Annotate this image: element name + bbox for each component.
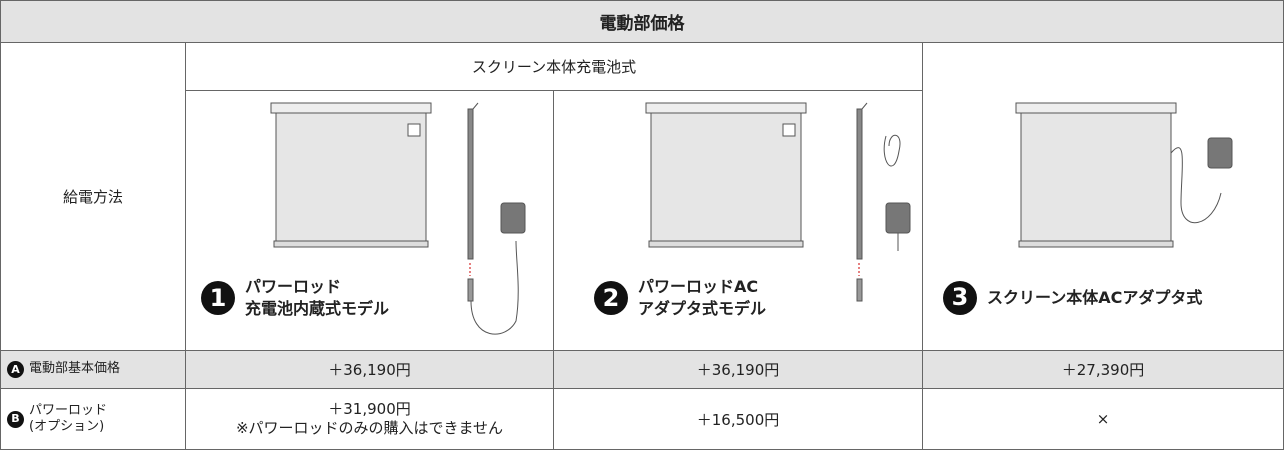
price-cell: × [922, 388, 1284, 450]
option-number: 1 [201, 281, 235, 316]
price: ＋16,500円 [696, 410, 780, 429]
option-label: 1 パワーロッド充電池内蔵式モデル [201, 276, 389, 321]
option-line: 充電池内蔵式モデル [245, 299, 390, 319]
price-cell: ＋31,900円 ※パワーロッドのみの購入はできません [185, 388, 554, 450]
price-cell: ＋16,500円 [553, 388, 923, 450]
price: ＋31,900円 [328, 399, 411, 418]
illustration [270, 102, 526, 335]
row-badge: B [7, 410, 24, 428]
table-title: 電動部価格 [0, 0, 1284, 43]
option-line: パワーロッド [245, 277, 342, 296]
group-header: スクリーン本体充電池式 [471, 58, 637, 76]
option-label: 2 パワーロッドAC アダプタ式モデル [594, 276, 766, 321]
price-cell: ＋27,390円 [922, 350, 1284, 389]
row-label: パワーロッド [29, 402, 108, 418]
option-number: 2 [594, 281, 628, 316]
option-number: 3 [943, 281, 977, 315]
option-line: パワーロッドAC [638, 277, 759, 296]
option-cell: 1 パワーロッド充電池内蔵式モデル [185, 90, 554, 351]
group-header-cell: スクリーン本体充電池式 [185, 42, 923, 91]
illustration [645, 102, 911, 302]
price: ＋36,190円 [696, 361, 780, 379]
row-badge: A [7, 361, 24, 378]
price-cell: ＋36,190円 [553, 350, 923, 389]
note: ※パワーロッドのみの購入はできません [235, 419, 504, 437]
price: ＋27,390円 [1061, 361, 1145, 379]
row-header-cell: 給電方法 [0, 42, 186, 351]
option-cell: 3 スクリーン本体ACアダプタ式 [922, 42, 1284, 351]
option-label: 3 スクリーン本体ACアダプタ式 [943, 281, 1202, 315]
illustration [1015, 102, 1233, 248]
row-label: (オプション) [29, 419, 105, 434]
row-label-cell: B パワーロッド (オプション) [0, 388, 186, 450]
row-header: 給電方法 [62, 188, 123, 206]
price-cell: ＋36,190円 [185, 350, 554, 389]
option-line: スクリーン本体ACアダプタ式 [987, 287, 1203, 307]
row-label: 電動部基本価格 [29, 361, 121, 377]
title-text: 電動部価格 [599, 14, 685, 34]
price: ＋36,190円 [328, 361, 411, 379]
row-label-cell: A 電動部基本価格 [0, 350, 186, 389]
price: × [1096, 410, 1110, 428]
option-cell: 2 パワーロッドAC アダプタ式モデル [553, 90, 923, 351]
option-line: アダプタ式モデル [638, 299, 767, 319]
